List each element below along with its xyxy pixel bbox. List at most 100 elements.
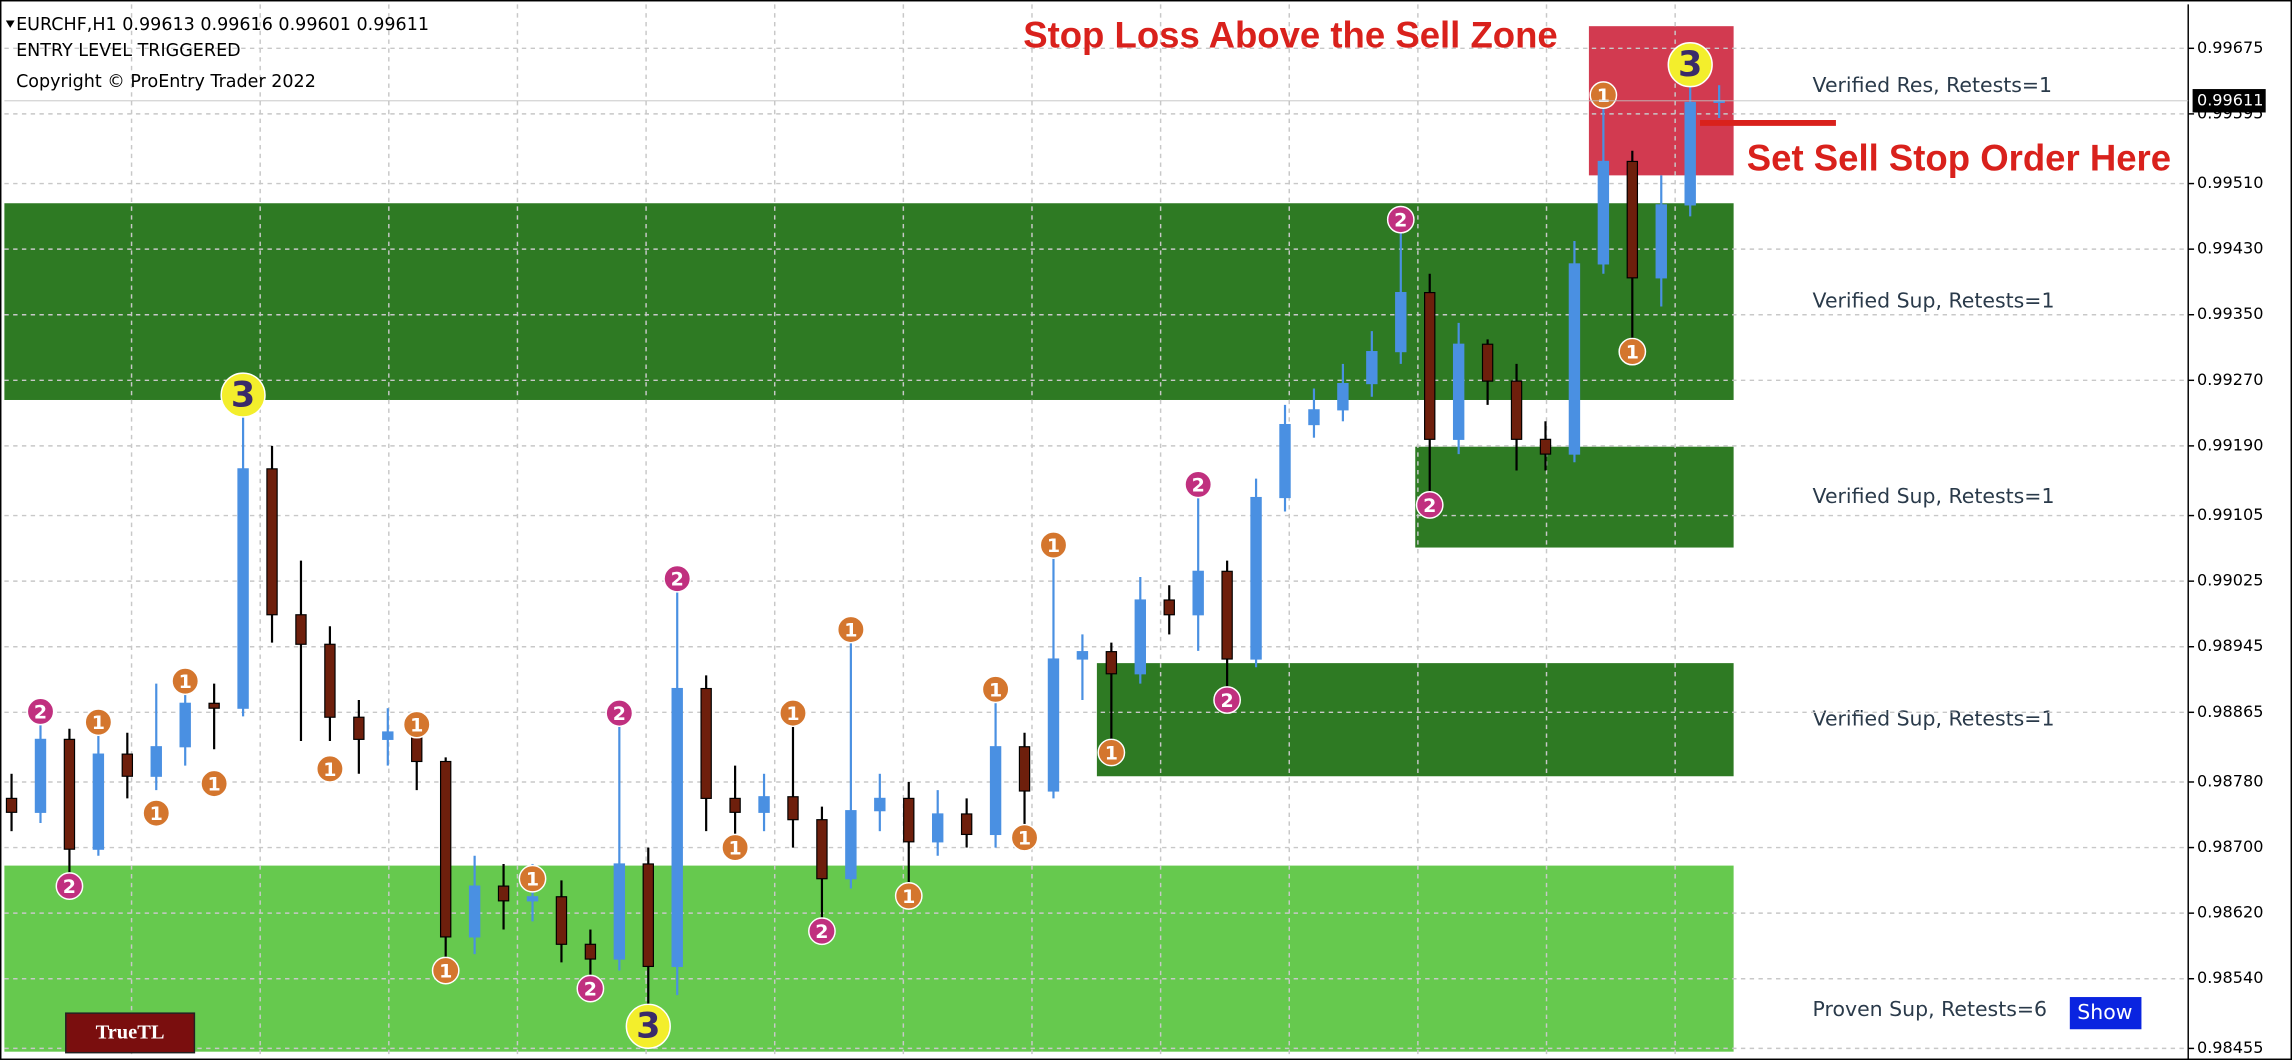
retest-marker-label: 2 [584, 979, 597, 1001]
candle-body [1076, 651, 1089, 660]
candle-body [932, 813, 944, 843]
candle-body [845, 810, 857, 880]
y-tick-label: 0.99105 [2197, 505, 2263, 524]
retest-marker [200, 769, 229, 798]
candle-body [816, 819, 828, 880]
candle-body [613, 863, 626, 960]
y-tick-label: 0.99270 [2197, 370, 2263, 389]
candle-body [266, 468, 278, 616]
candle-body [1366, 351, 1378, 385]
retest-marker-label: 1 [786, 703, 799, 725]
retest-marker [1415, 491, 1444, 519]
retest-marker-label: 2 [34, 701, 47, 723]
zone [1415, 446, 1734, 548]
candle-body [526, 896, 539, 902]
retest-marker-label: 1 [439, 960, 452, 982]
button-label[interactable]: Show [2077, 1000, 2132, 1024]
candle-body [63, 738, 76, 850]
retest-marker [1097, 738, 1126, 767]
y-tick-label: 0.99430 [2197, 239, 2263, 258]
y-tick-label: 0.98865 [2197, 702, 2263, 721]
retest-marker [1589, 81, 1618, 109]
retest-marker-label: 1 [902, 886, 915, 908]
retest-marker-label: 1 [179, 671, 192, 693]
retest-marker-label: 1 [410, 715, 423, 737]
candle-body [1510, 380, 1523, 440]
candle-body [642, 863, 654, 968]
trueTL-button[interactable]: TrueTL [65, 1012, 196, 1054]
retest-marker [518, 864, 547, 893]
retest-marker-label: 1 [526, 869, 539, 891]
retest-marker [55, 872, 84, 901]
candle-body [150, 746, 162, 777]
retest-marker-label: 2 [1423, 495, 1436, 517]
retest-marker-label: 1 [1626, 342, 1639, 364]
y-tick-label: 0.99350 [2197, 304, 2263, 323]
retest-marker [1667, 42, 1713, 88]
candle-body [1163, 599, 1175, 616]
candle-body [1192, 570, 1204, 616]
zone-label: Verified Sup, Retests=1 [1813, 289, 2055, 313]
candle-body [758, 796, 770, 813]
candle-body [1395, 292, 1407, 353]
candle-body [989, 746, 1002, 836]
retest-marker [663, 564, 692, 593]
retest-marker [1386, 205, 1415, 234]
candle-body [1308, 409, 1320, 426]
y-tick-label: 0.99025 [2197, 571, 2263, 590]
zone [1096, 663, 1734, 777]
y-tick-label: 0.98620 [2197, 903, 2263, 922]
retest-marker [576, 974, 605, 1003]
retest-marker [605, 699, 634, 728]
candle-body [237, 468, 249, 709]
retest-marker [836, 615, 865, 644]
retest-marker [171, 667, 200, 696]
status-text: ENTRY LEVEL TRIGGERED [16, 41, 241, 61]
candle-body [1105, 651, 1118, 675]
retest-marker [808, 917, 836, 946]
retest-marker [1618, 337, 1647, 366]
retest-marker-label: 2 [1394, 210, 1407, 232]
retest-marker [1039, 531, 1068, 559]
current-price-label: 0.99611 [2197, 90, 2263, 109]
candle-body [497, 885, 510, 902]
retest-marker-label: 2 [63, 876, 76, 898]
candle-body [1539, 438, 1552, 455]
retest-marker-label: 3 [636, 1006, 660, 1047]
zone-label: Verified Res, Retests=1 [1813, 73, 2053, 97]
retest-marker-label: 1 [92, 712, 105, 734]
candle-body [295, 614, 307, 645]
retest-marker-label: 1 [150, 803, 163, 825]
header-arrow [5, 20, 15, 28]
candle-body [34, 738, 47, 813]
retest-marker-label: 1 [323, 759, 336, 781]
candle-body [584, 943, 597, 960]
candle-body [874, 797, 886, 812]
show-button[interactable]: Show [2069, 997, 2142, 1030]
retest-marker-label: 1 [1047, 535, 1060, 557]
button-label[interactable]: TrueTL [96, 1021, 165, 1043]
button-bg[interactable] [65, 1012, 196, 1054]
candle-body [468, 885, 481, 938]
retest-marker [721, 833, 749, 862]
retest-marker-label: 1 [1597, 85, 1610, 107]
zone-label: Proven Sup, Retests=6 [1813, 997, 2047, 1021]
retest-marker-label: 2 [815, 921, 828, 943]
candle-body [1684, 101, 1696, 206]
retest-marker [779, 699, 807, 728]
candle-body [1655, 204, 1667, 279]
candle-body [208, 702, 220, 709]
candle-body [1597, 160, 1610, 265]
candle-body [1337, 383, 1349, 411]
sell-stop-note: Set Sell Stop Order Here [1747, 138, 2171, 179]
candle-body [729, 797, 741, 813]
candle-body [1221, 570, 1233, 660]
copyright-text: Copyright © ProEntry Trader 2022 [16, 72, 316, 92]
y-tick-label: 0.99510 [2197, 173, 2263, 192]
candle-body [1568, 263, 1581, 455]
button-bg[interactable] [2069, 997, 2142, 1030]
candle-body [700, 687, 712, 799]
candle-body [787, 796, 799, 821]
